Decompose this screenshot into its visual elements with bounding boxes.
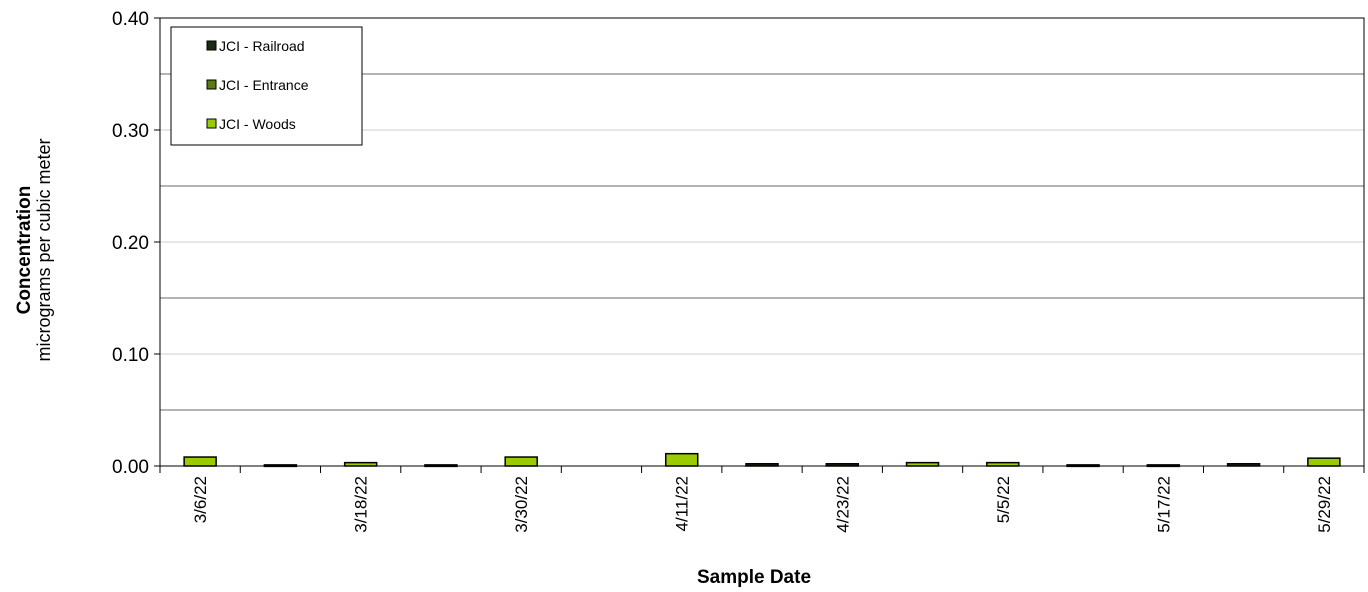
bars bbox=[183, 452, 1341, 468]
x-tick-label: 5/29/22 bbox=[1315, 476, 1334, 533]
y-axis: 0.00 0.10 0.20 0.30 0.40 bbox=[112, 9, 160, 478]
x-tick-label: 5/5/22 bbox=[994, 476, 1013, 523]
bar bbox=[1066, 464, 1100, 468]
bar bbox=[263, 464, 298, 468]
x-axis: 3/6/22 3/18/22 3/30/22 4/11/22 4/23/22 5/5/22… bbox=[159, 466, 1365, 533]
y-tick-label: 0.40 bbox=[112, 9, 149, 30]
y-axis-subtitle: micrograms per cubic meter bbox=[34, 138, 54, 361]
bar bbox=[1307, 457, 1341, 467]
x-axis-title: Sample Date bbox=[697, 567, 811, 588]
bar bbox=[424, 464, 458, 468]
bar bbox=[1226, 463, 1261, 467]
y-tick-label: 0.10 bbox=[112, 345, 149, 366]
bar bbox=[986, 461, 1020, 467]
bar bbox=[905, 461, 940, 467]
x-tick-label: 3/6/22 bbox=[191, 476, 210, 523]
bar bbox=[745, 463, 779, 467]
legend-swatch bbox=[206, 118, 217, 129]
bar bbox=[664, 452, 699, 467]
legend-swatch bbox=[206, 40, 217, 51]
bar bbox=[825, 463, 860, 467]
legend-swatch bbox=[206, 79, 217, 90]
legend-label: JCI - Railroad bbox=[219, 38, 305, 54]
legend-label: JCI - Woods bbox=[219, 116, 296, 132]
x-tick-label: 5/17/22 bbox=[1154, 476, 1173, 533]
x-tick-label: 3/18/22 bbox=[352, 476, 371, 533]
legend: JCI - Railroad JCI - Entrance JCI - Woods bbox=[170, 26, 363, 146]
bar bbox=[1146, 464, 1181, 468]
bar bbox=[504, 456, 538, 467]
y-tick-label: 0.00 bbox=[112, 457, 149, 478]
bar bbox=[343, 461, 378, 467]
x-tick-label: 4/23/22 bbox=[833, 476, 852, 533]
y-tick-label: 0.30 bbox=[112, 121, 149, 142]
legend-label: JCI - Entrance bbox=[219, 77, 309, 93]
x-tick-label: 3/30/22 bbox=[512, 476, 531, 533]
bar bbox=[183, 456, 217, 467]
x-tick-label: 4/11/22 bbox=[673, 476, 692, 531]
y-tick-label: 0.20 bbox=[112, 233, 149, 254]
legend-box bbox=[170, 26, 363, 146]
y-axis-title: Concentration bbox=[14, 186, 35, 315]
